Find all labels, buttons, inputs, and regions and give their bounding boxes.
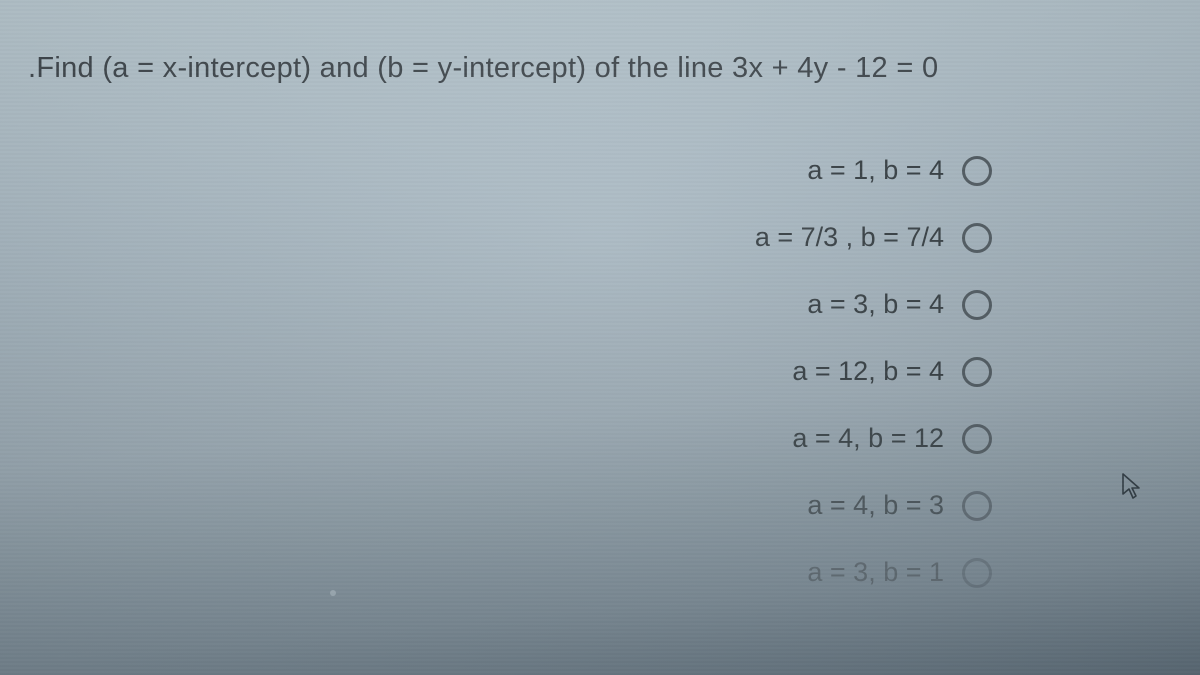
option-row[interactable]: a = 3, b = 4 — [807, 289, 992, 320]
radio-icon[interactable] — [962, 156, 992, 186]
radio-icon[interactable] — [962, 558, 992, 588]
option-label: a = 1, b = 4 — [807, 155, 944, 186]
option-row[interactable]: a = 4, b = 3 — [807, 490, 992, 521]
question-content: .Find (a = x-intercept) and (b = y-inter… — [28, 52, 938, 84]
option-label: a = 4, b = 12 — [792, 423, 944, 454]
quiz-surface: .Find (a = x-intercept) and (b = y-inter… — [0, 0, 1200, 675]
radio-icon[interactable] — [962, 223, 992, 253]
option-row[interactable]: a = 4, b = 12 — [792, 423, 992, 454]
radio-icon[interactable] — [962, 491, 992, 521]
dust-speck — [330, 590, 336, 596]
option-row[interactable]: a = 7/3 , b = 7/4 — [755, 222, 992, 253]
option-row[interactable]: a = 3, b = 1 — [807, 557, 992, 588]
question-text: .Find (a = x-intercept) and (b = y-inter… — [28, 52, 1160, 85]
option-label: a = 4, b = 3 — [807, 490, 944, 521]
options-list: a = 1, b = 4 a = 7/3 , b = 7/4 a = 3, b … — [28, 155, 1160, 588]
option-row[interactable]: a = 12, b = 4 — [792, 356, 992, 387]
option-label: a = 3, b = 4 — [807, 289, 944, 320]
option-label: a = 3, b = 1 — [807, 557, 944, 588]
option-label: a = 7/3 , b = 7/4 — [755, 222, 944, 253]
option-label: a = 12, b = 4 — [792, 356, 944, 387]
radio-icon[interactable] — [962, 357, 992, 387]
option-row[interactable]: a = 1, b = 4 — [807, 155, 992, 186]
radio-icon[interactable] — [962, 424, 992, 454]
radio-icon[interactable] — [962, 290, 992, 320]
cursor-arrow-icon — [1120, 472, 1142, 500]
